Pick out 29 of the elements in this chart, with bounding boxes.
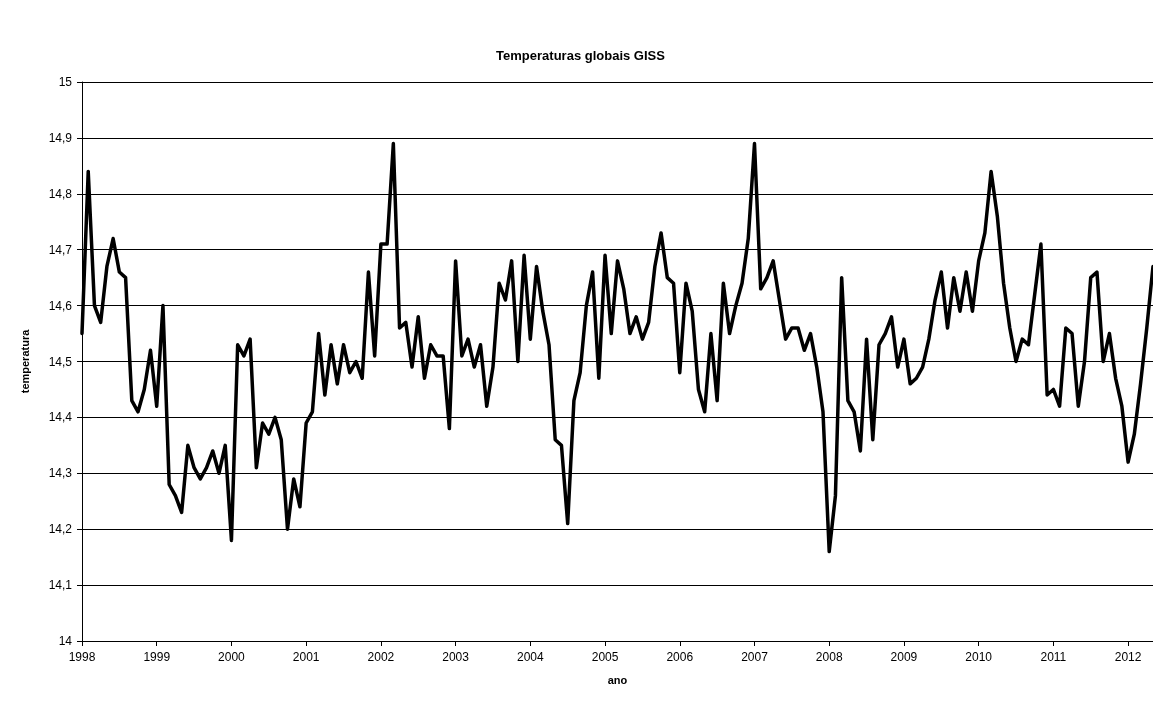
x-tick-label: 2004 (516, 650, 544, 664)
x-tick-label: 2011 (1040, 650, 1067, 664)
y-tick-label: 14,6 (48, 298, 73, 313)
x-tick-label: 2000 (218, 650, 246, 664)
y-tick-label: 14,1 (48, 578, 73, 593)
x-tick-label: 2005 (591, 650, 619, 664)
chart-title: Temperaturas globais GISS (496, 48, 666, 63)
y-tick-label: 14,7 (48, 242, 73, 257)
x-tick-label: 1998 (68, 650, 96, 664)
x-tick-label: 2007 (741, 650, 769, 664)
x-tick-label: 2002 (367, 650, 395, 664)
x-tick-label: 1999 (143, 650, 171, 664)
x-tick-label: 2001 (292, 650, 320, 664)
y-tick-label: 14,4 (48, 410, 73, 425)
y-tick-label: 14,2 (48, 522, 73, 537)
y-axis-title: temperatura (18, 328, 31, 394)
x-tick-label: 2006 (666, 650, 694, 664)
y-tick-label: 14,5 (48, 354, 73, 369)
x-tick-label: 2008 (815, 650, 843, 664)
x-tick-label: 2009 (890, 650, 918, 664)
y-tick-label: 14 (58, 634, 73, 648)
y-tick-label: 15 (58, 75, 73, 89)
y-tick-label: 14,9 (48, 130, 73, 145)
x-axis-title: ano (607, 673, 628, 686)
y-tick-label: 14,8 (48, 186, 73, 201)
y-tick-label: 14,3 (48, 466, 73, 481)
x-tick-label: 2012 (1114, 650, 1142, 664)
x-tick-label: 2010 (965, 650, 993, 664)
x-tick-label: 2003 (442, 650, 470, 664)
